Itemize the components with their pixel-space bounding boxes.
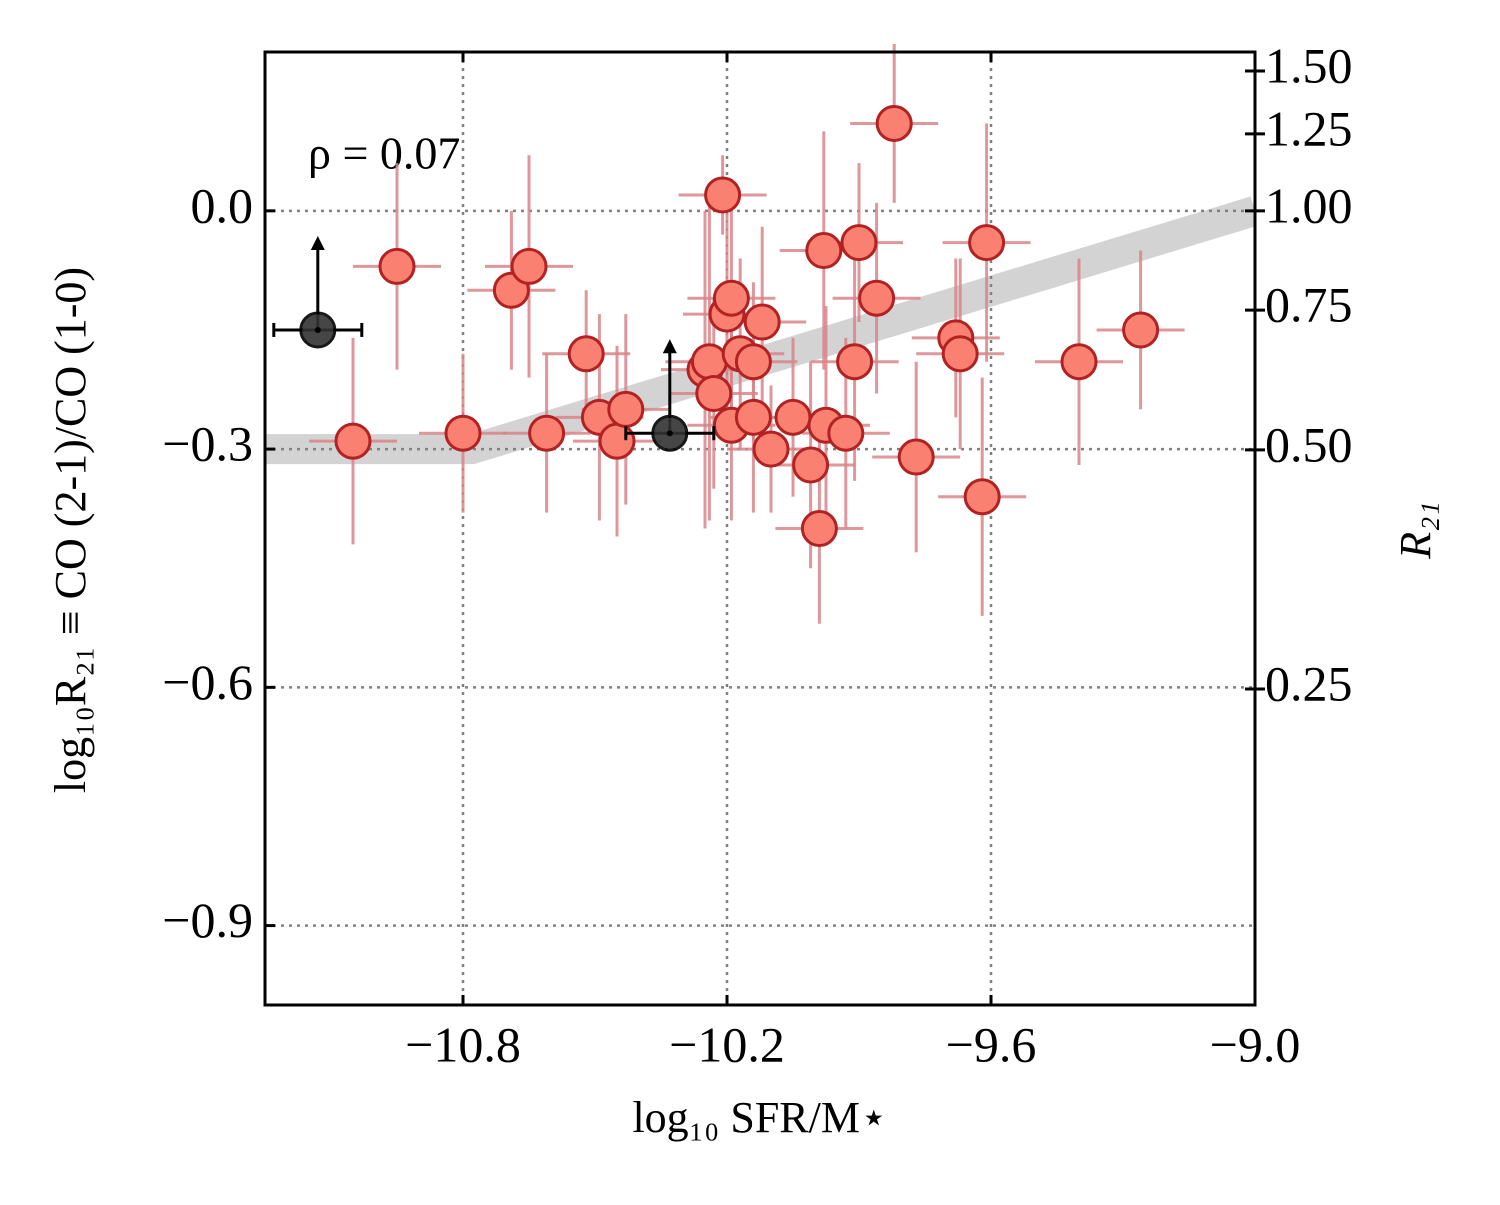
point — [743, 303, 781, 341]
y2-tick-label: 1.25 — [1265, 100, 1353, 156]
point-center — [314, 326, 321, 333]
point — [792, 446, 830, 484]
point — [897, 438, 935, 476]
y2-tick-label: 0.50 — [1265, 416, 1353, 472]
point — [963, 478, 1001, 516]
x-tick-label: −9.0 — [1210, 1016, 1301, 1072]
point — [567, 335, 605, 373]
point — [827, 414, 865, 452]
y-tick-label: 0.0 — [191, 177, 254, 233]
point — [752, 430, 790, 468]
point — [704, 176, 742, 214]
point — [805, 232, 843, 270]
point — [695, 374, 733, 412]
point — [941, 335, 979, 373]
point — [800, 510, 838, 547]
point — [712, 279, 750, 317]
x-tick-label: −9.6 — [946, 1016, 1037, 1072]
point — [858, 279, 896, 317]
point — [734, 343, 772, 381]
point — [690, 343, 728, 381]
y2-tick-label: 0.75 — [1265, 277, 1353, 333]
plot-frame — [263, 50, 1257, 1007]
point — [1060, 343, 1098, 381]
point — [598, 422, 636, 460]
point — [334, 422, 372, 460]
annotation: ρ = 0.07 — [308, 128, 460, 179]
point — [528, 414, 566, 452]
y-axis-label: log₁₀R₂₁ ≡ CO (2-1)/CO (1-0) — [46, 267, 95, 793]
point — [774, 398, 812, 436]
point — [734, 398, 772, 436]
y2-tick-label: 1.00 — [1265, 177, 1353, 233]
point — [836, 343, 874, 381]
limit-arrowhead — [662, 339, 677, 354]
point — [444, 414, 482, 452]
x-tick-label: −10.2 — [669, 1016, 785, 1072]
x-axis-label: log₁₀ SFR/M⋆ — [632, 1093, 887, 1142]
y2-axis-label: R₂₁ — [1391, 501, 1440, 559]
point — [510, 247, 548, 285]
limit-arrowhead — [310, 235, 325, 250]
y2-tick-label: 1.50 — [1265, 37, 1353, 93]
point — [1122, 311, 1160, 349]
point — [968, 224, 1006, 262]
point — [378, 247, 416, 285]
y2-tick-label: 0.25 — [1265, 655, 1353, 711]
point — [875, 104, 913, 142]
y-tick-label: −0.3 — [162, 416, 253, 472]
y-tick-label: −0.9 — [162, 892, 253, 948]
y-tick-label: −0.6 — [162, 654, 253, 710]
point-center — [666, 430, 673, 437]
point — [840, 224, 878, 262]
x-tick-label: −10.8 — [405, 1016, 521, 1072]
point — [607, 390, 645, 428]
